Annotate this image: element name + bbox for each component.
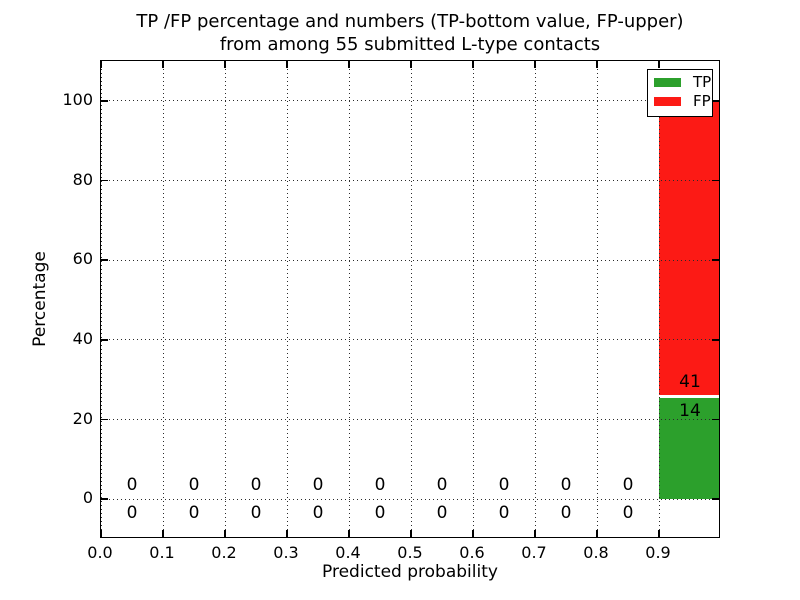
y-tick-mark: [712, 498, 719, 500]
y-tick-mark: [101, 339, 108, 341]
v-gridline: [101, 61, 102, 537]
x-tick-label: 0.1: [149, 543, 175, 562]
x-tick-mark: [472, 61, 474, 68]
fp-count-annotation: 0: [312, 475, 324, 496]
y-tick-label: 40: [72, 328, 93, 348]
tp-count-annotation: 0: [374, 503, 386, 524]
h-gridline: [101, 339, 719, 341]
chart-title-line2: from among 55 submitted L-type contacts: [219, 34, 601, 55]
x-tick-mark: [286, 61, 288, 68]
fp-count-annotation: 0: [250, 475, 262, 496]
legend-entry-fp: FP: [648, 92, 712, 111]
x-tick-label: 0.5: [397, 543, 423, 562]
x-tick-mark: [534, 61, 536, 68]
tp-count-annotation: 0: [622, 503, 634, 524]
x-tick-label: 0.4: [335, 543, 361, 562]
chart-title: TP /FP percentage and numbers (TP-bottom…: [100, 10, 720, 56]
tp-bar-segment: [659, 398, 719, 500]
x-tick-mark: [348, 61, 350, 68]
x-tick-label: 0.2: [211, 543, 237, 562]
v-gridline: [596, 61, 598, 537]
x-tick-mark: [534, 530, 536, 537]
y-tick-mark: [712, 339, 719, 341]
fp-count-annotation: 0: [560, 475, 572, 496]
x-tick-mark: [596, 530, 598, 537]
y-tick-mark: [101, 418, 108, 421]
h-gridline: [101, 100, 719, 102]
v-gridline: [658, 61, 660, 537]
y-tick-label: 100: [62, 89, 93, 109]
x-tick-mark: [658, 530, 660, 537]
x-tick-mark: [162, 61, 164, 68]
fp-legend-label: FP: [693, 92, 711, 110]
tp-count-annotation: 0: [436, 503, 448, 524]
h-gridline: [101, 498, 719, 500]
tp-count-annotation: 0: [560, 503, 572, 524]
x-tick-mark: [224, 530, 226, 537]
x-tick-label: 0.7: [521, 543, 547, 562]
fp-count-annotation: 0: [622, 475, 634, 496]
legend: TP FP: [647, 69, 713, 117]
y-tick-label: 60: [72, 249, 93, 269]
fp-count-annotation: 0: [188, 475, 200, 496]
x-tick-mark: [410, 530, 412, 537]
h-gridline: [101, 180, 719, 181]
y-tick-mark: [101, 498, 108, 500]
y-tick-mark: [712, 418, 719, 421]
x-tick-label: 0.6: [459, 543, 485, 562]
tp-legend-swatch: [654, 78, 681, 87]
x-tick-label: 0.9: [645, 543, 671, 562]
v-gridline: [224, 61, 226, 537]
legend-entry-tp: TP: [648, 73, 712, 92]
y-tick-mark: [712, 259, 719, 261]
y-tick-label: 20: [72, 408, 93, 428]
fp-count-annotation: 0: [374, 475, 386, 496]
tp-count-annotation: 0: [250, 503, 262, 524]
x-tick-label: 0.0: [87, 543, 113, 562]
x-tick-mark: [596, 61, 598, 68]
v-gridline: [410, 61, 412, 537]
plot-area: 0 0 0 0 0 0 0 0 0 0 0 0 0 0 0 0 0 0 41 14 TP FP: [100, 60, 720, 538]
v-gridline: [286, 61, 288, 537]
x-tick-mark: [101, 530, 102, 537]
y-tick-label: 0: [82, 488, 93, 508]
x-tick-mark: [224, 61, 226, 68]
y-tick-label: 80: [72, 169, 93, 189]
x-tick-label: 0.8: [583, 543, 609, 562]
tp-count-annotation: 0: [188, 503, 200, 524]
y-tick-mark: [101, 100, 108, 102]
v-gridline: [162, 61, 164, 537]
fp-bar-segment: [659, 100, 719, 396]
h-gridline: [101, 259, 719, 261]
x-tick-label: 0.3: [273, 543, 299, 562]
fp-count-annotation: 41: [679, 371, 701, 392]
h-gridline: [101, 419, 719, 420]
x-tick-mark: [472, 530, 474, 537]
x-axis-label: Predicted probability: [322, 562, 498, 582]
chart-title-line1: TP /FP percentage and numbers (TP-bottom…: [136, 11, 684, 32]
tp-count-annotation: 0: [312, 503, 324, 524]
fp-count-annotation: 0: [498, 475, 510, 496]
fp-count-annotation: 0: [436, 475, 448, 496]
y-tick-mark: [101, 259, 108, 261]
v-gridline: [348, 61, 350, 537]
x-tick-mark: [162, 530, 164, 537]
v-gridline: [534, 61, 536, 537]
tp-count-annotation: 0: [498, 503, 510, 524]
fp-legend-swatch: [654, 97, 681, 106]
y-tick-mark: [712, 100, 719, 102]
x-tick-mark: [101, 61, 102, 68]
y-tick-mark: [101, 179, 108, 182]
x-tick-mark: [658, 61, 660, 68]
v-gridline: [472, 61, 474, 537]
x-tick-mark: [286, 530, 288, 537]
tp-legend-label: TP: [693, 73, 712, 91]
tp-count-annotation: 0: [126, 503, 138, 524]
fp-count-annotation: 0: [126, 475, 138, 496]
x-tick-mark: [410, 61, 412, 68]
y-tick-mark: [712, 179, 719, 182]
tp-count-annotation: 14: [679, 400, 701, 421]
x-tick-mark: [348, 530, 350, 537]
